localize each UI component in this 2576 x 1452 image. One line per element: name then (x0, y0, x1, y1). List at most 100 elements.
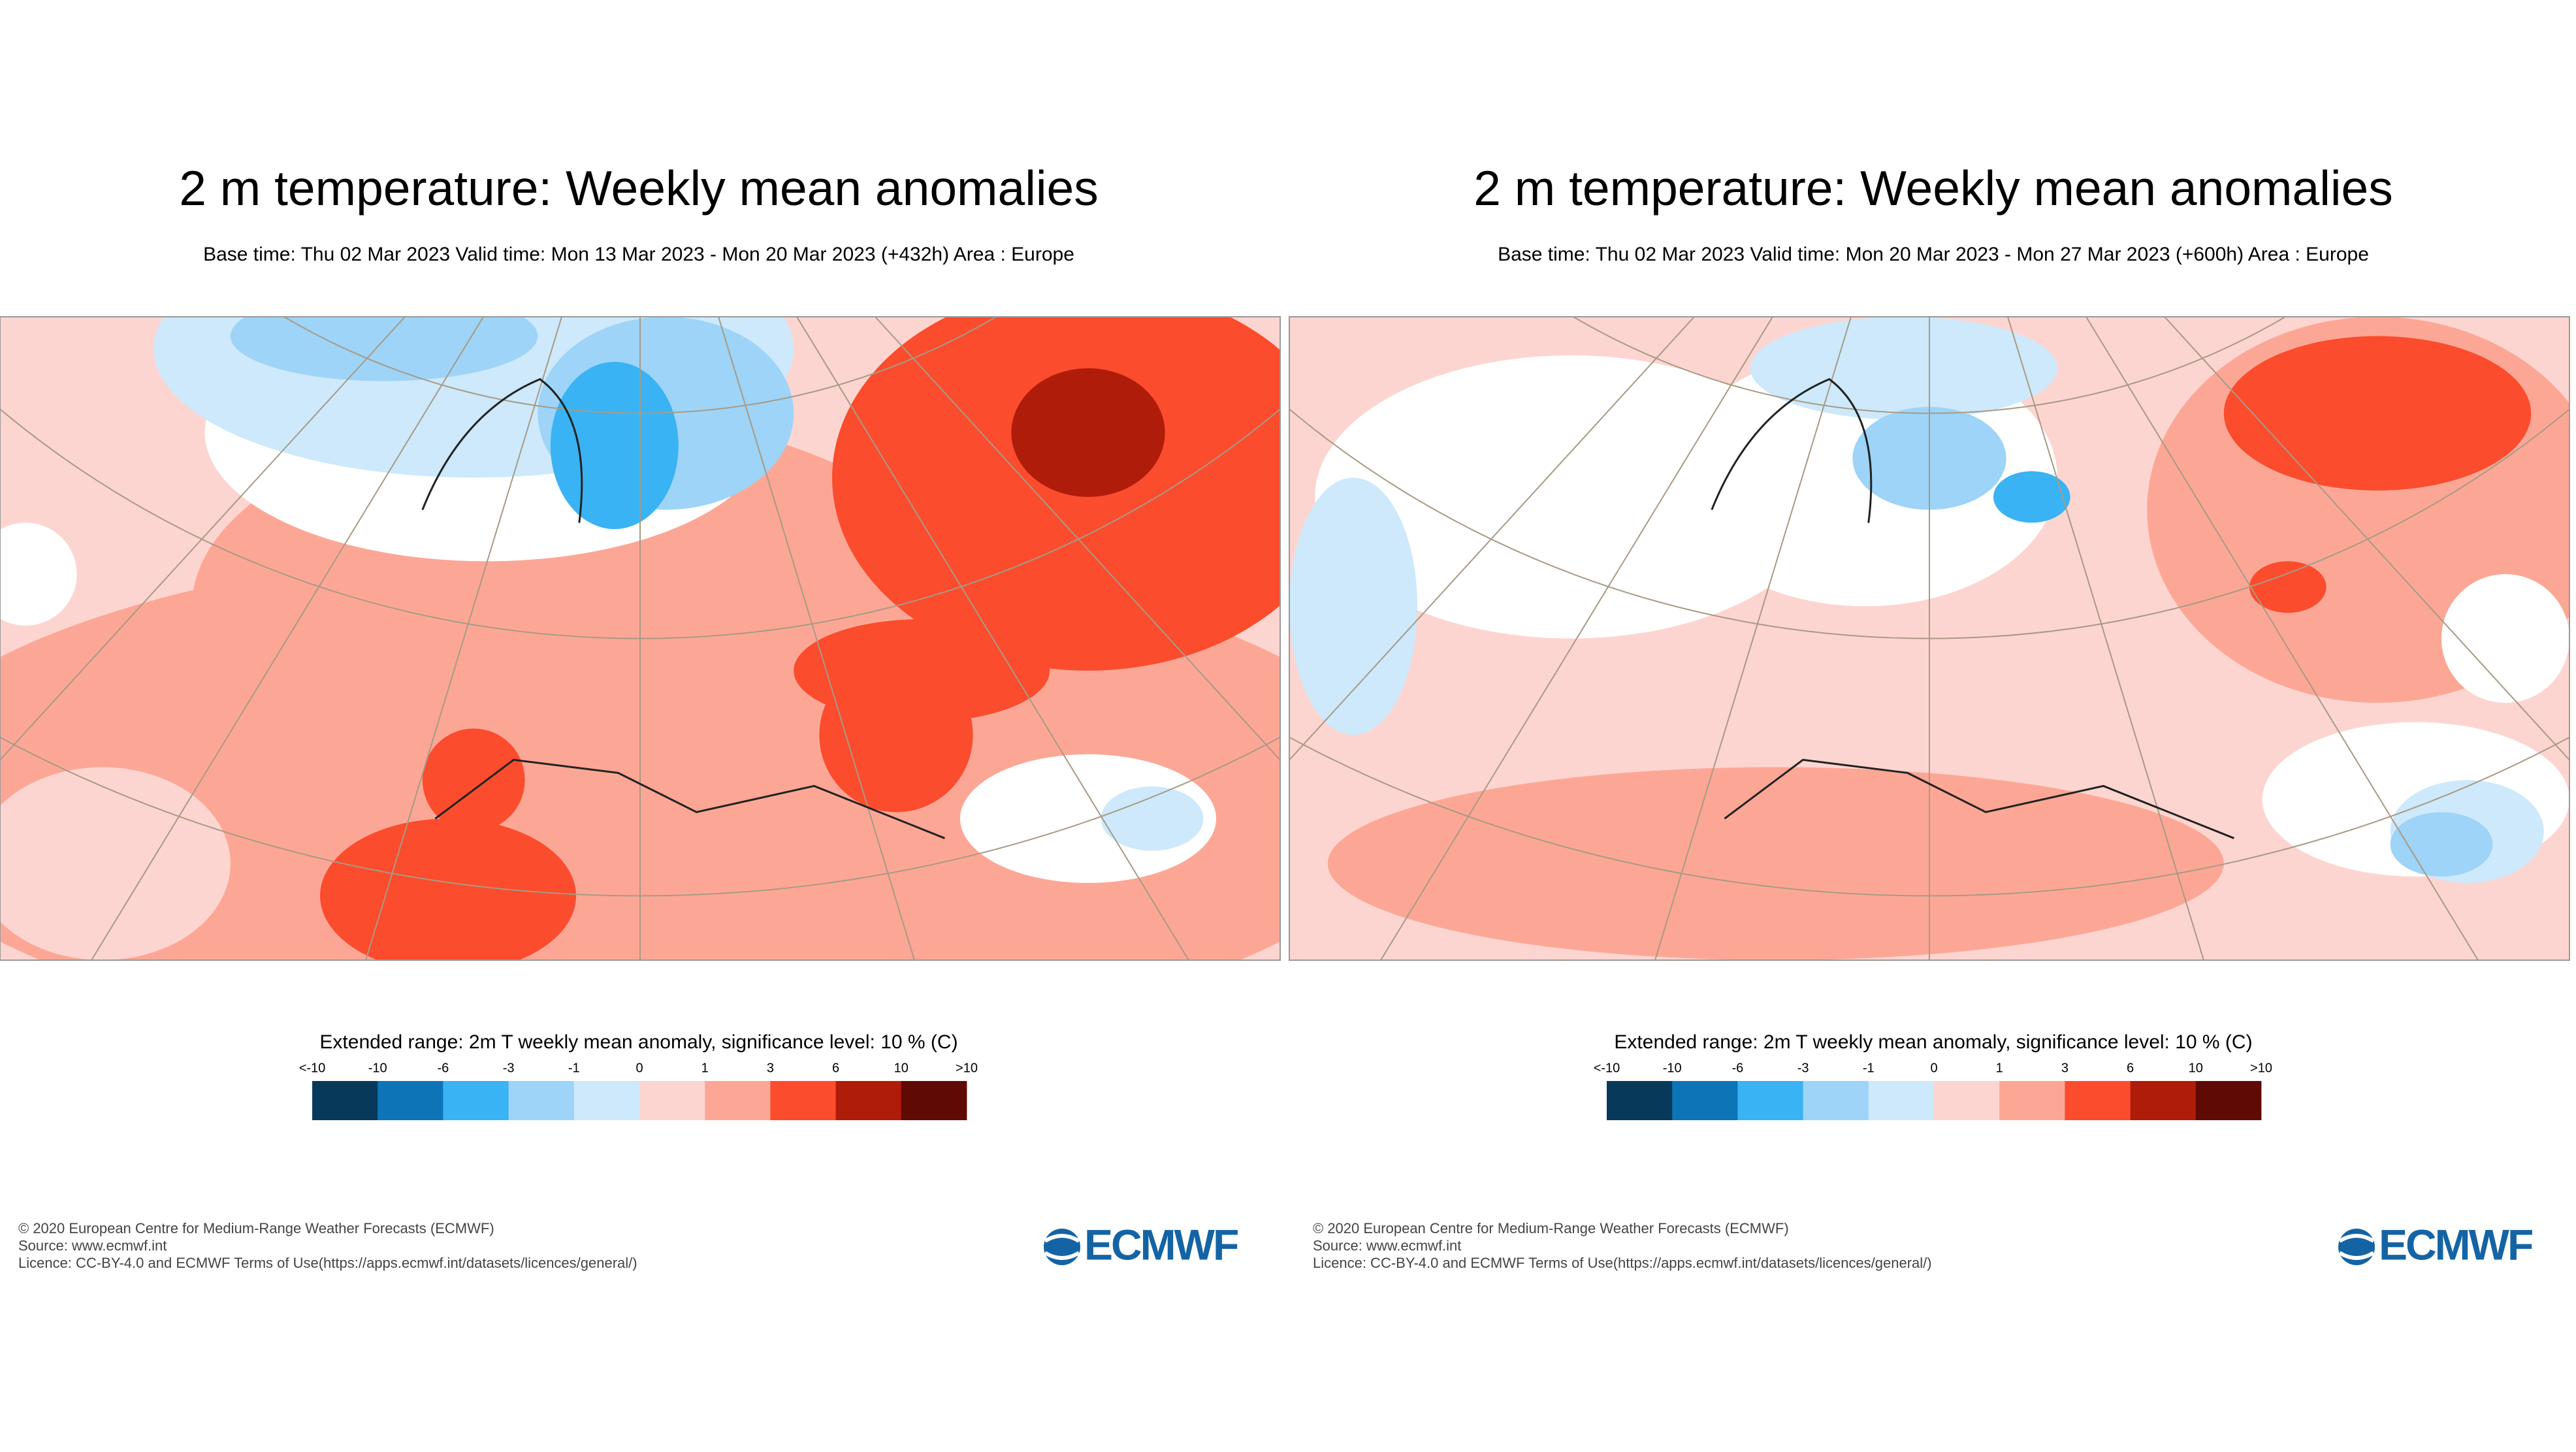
legend-label: <-10 (1594, 1061, 1620, 1075)
legend-swatch (2195, 1081, 2262, 1120)
legend-label: -6 (1732, 1061, 1744, 1075)
legend-label: 10 (2189, 1061, 2203, 1075)
legend-label: -3 (503, 1061, 515, 1075)
legend-swatch (573, 1081, 640, 1120)
legend-swatch (1737, 1081, 1803, 1120)
graticule (1289, 736, 2569, 896)
graticule (0, 736, 1280, 896)
anomaly-area (1993, 471, 2070, 523)
map (0, 317, 1280, 960)
graticule (365, 317, 562, 960)
legend-label: -1 (1863, 1061, 1875, 1075)
anomaly-area (2441, 574, 2569, 703)
graticule (1572, 317, 2287, 414)
footer-text: Licence: CC-BY-4.0 and ECMWF Terms of Us… (18, 1255, 637, 1271)
legend-swatch (2130, 1081, 2197, 1120)
legend-swatch (770, 1081, 836, 1120)
legend-label: 6 (832, 1061, 839, 1075)
legend-swatch (835, 1081, 902, 1120)
anomaly-area (1750, 317, 2057, 420)
anomaly-area (819, 658, 973, 813)
graticule (875, 317, 1280, 762)
graticule (91, 317, 484, 960)
footer-text: © 2020 European Centre for Medium-Range … (1313, 1220, 1789, 1236)
graticule (2007, 317, 2204, 960)
graticule (718, 317, 915, 960)
map-frame (1289, 316, 2570, 961)
anomaly-area (1327, 767, 2224, 960)
legend-label: >10 (2250, 1061, 2272, 1075)
graticule (0, 408, 1280, 639)
panel-title: 2 m temperature: Weekly mean anomalies (1473, 161, 2393, 216)
legend-swatch (1999, 1081, 2065, 1120)
anomaly-area (2223, 336, 2532, 491)
anomaly-area (832, 317, 1280, 671)
legend-label: 6 (2127, 1061, 2134, 1075)
panel-title: 2 m temperature: Weekly mean anomalies (179, 161, 1099, 216)
anomaly-area (2390, 812, 2493, 877)
map (1289, 317, 2569, 960)
legend-label: <-10 (299, 1061, 326, 1075)
legend-label: 1 (1996, 1061, 2003, 1075)
anomaly-area (1289, 477, 1417, 735)
legend-label: 10 (894, 1061, 909, 1075)
graticule (1380, 317, 1773, 960)
anomaly-area (0, 523, 77, 626)
logo: ECMWF (2338, 1220, 2534, 1268)
legend-swatch (1868, 1081, 1935, 1120)
legend-swatch (639, 1081, 705, 1120)
coastline (1711, 378, 2234, 839)
legend-swatch (901, 1081, 967, 1120)
legend-label: >10 (956, 1061, 978, 1075)
panel-subtitle: Base time: Thu 02 Mar 2023 Valid time: M… (203, 244, 1074, 265)
graticule (283, 317, 997, 414)
legend-swatch (312, 1081, 378, 1120)
panel-subtitle: Base time: Thu 02 Mar 2023 Valid time: M… (1498, 244, 2369, 265)
anomaly-area (1011, 368, 1165, 497)
legend-swatch (705, 1081, 771, 1120)
logo: ECMWF (1044, 1220, 1240, 1268)
map-frame (0, 316, 1281, 961)
logo-icon (1044, 1234, 1080, 1260)
legend-swatch (443, 1081, 509, 1120)
legend-label: -6 (438, 1061, 449, 1075)
graticule (1654, 317, 1852, 960)
legend-swatch (378, 1081, 443, 1120)
coastline (421, 378, 945, 839)
footer-text: Source: www.ecmwf.int (18, 1237, 167, 1253)
anomaly-area (320, 818, 576, 960)
legend-label: -10 (368, 1061, 387, 1075)
anomaly-area (422, 728, 525, 831)
legend-title: Extended range: 2m T weekly mean anomaly… (319, 1031, 958, 1053)
legend-swatch (1607, 1081, 1673, 1120)
logo-text: ECMWF (2379, 1220, 2532, 1268)
anomaly-area (0, 767, 231, 960)
graticule (1289, 317, 1695, 762)
logo-icon (2338, 1234, 2375, 1260)
anomaly-area (1101, 786, 1204, 851)
logo-text: ECMWF (1084, 1220, 1238, 1268)
anomaly-area (550, 361, 679, 530)
legend-swatch (508, 1081, 575, 1120)
legend-label: -1 (568, 1061, 580, 1075)
legend-swatch (1803, 1081, 1869, 1120)
legend-label: -10 (1663, 1061, 1682, 1075)
graticule (796, 317, 1189, 960)
anomaly-area (2249, 561, 2326, 613)
footer-text: Licence: CC-BY-4.0 and ECMWF Terms of Us… (1313, 1255, 1932, 1271)
graticule (0, 317, 406, 762)
legend-label: 0 (1930, 1061, 1937, 1075)
anomaly-area (230, 317, 538, 381)
legend-swatch (2065, 1081, 2131, 1120)
graticule (2085, 317, 2479, 960)
footer-text: © 2020 European Centre for Medium-Range … (18, 1220, 494, 1236)
graticule (1289, 408, 2569, 639)
legend-swatch (1672, 1081, 1738, 1120)
legend-label: 0 (636, 1061, 643, 1075)
graticule (2164, 317, 2569, 762)
legend-swatch (1934, 1081, 2000, 1120)
legend-title: Extended range: 2m T weekly mean anomaly… (1614, 1031, 2252, 1053)
legend-label: -3 (1797, 1061, 1809, 1075)
legend-label: 3 (2061, 1061, 2069, 1075)
